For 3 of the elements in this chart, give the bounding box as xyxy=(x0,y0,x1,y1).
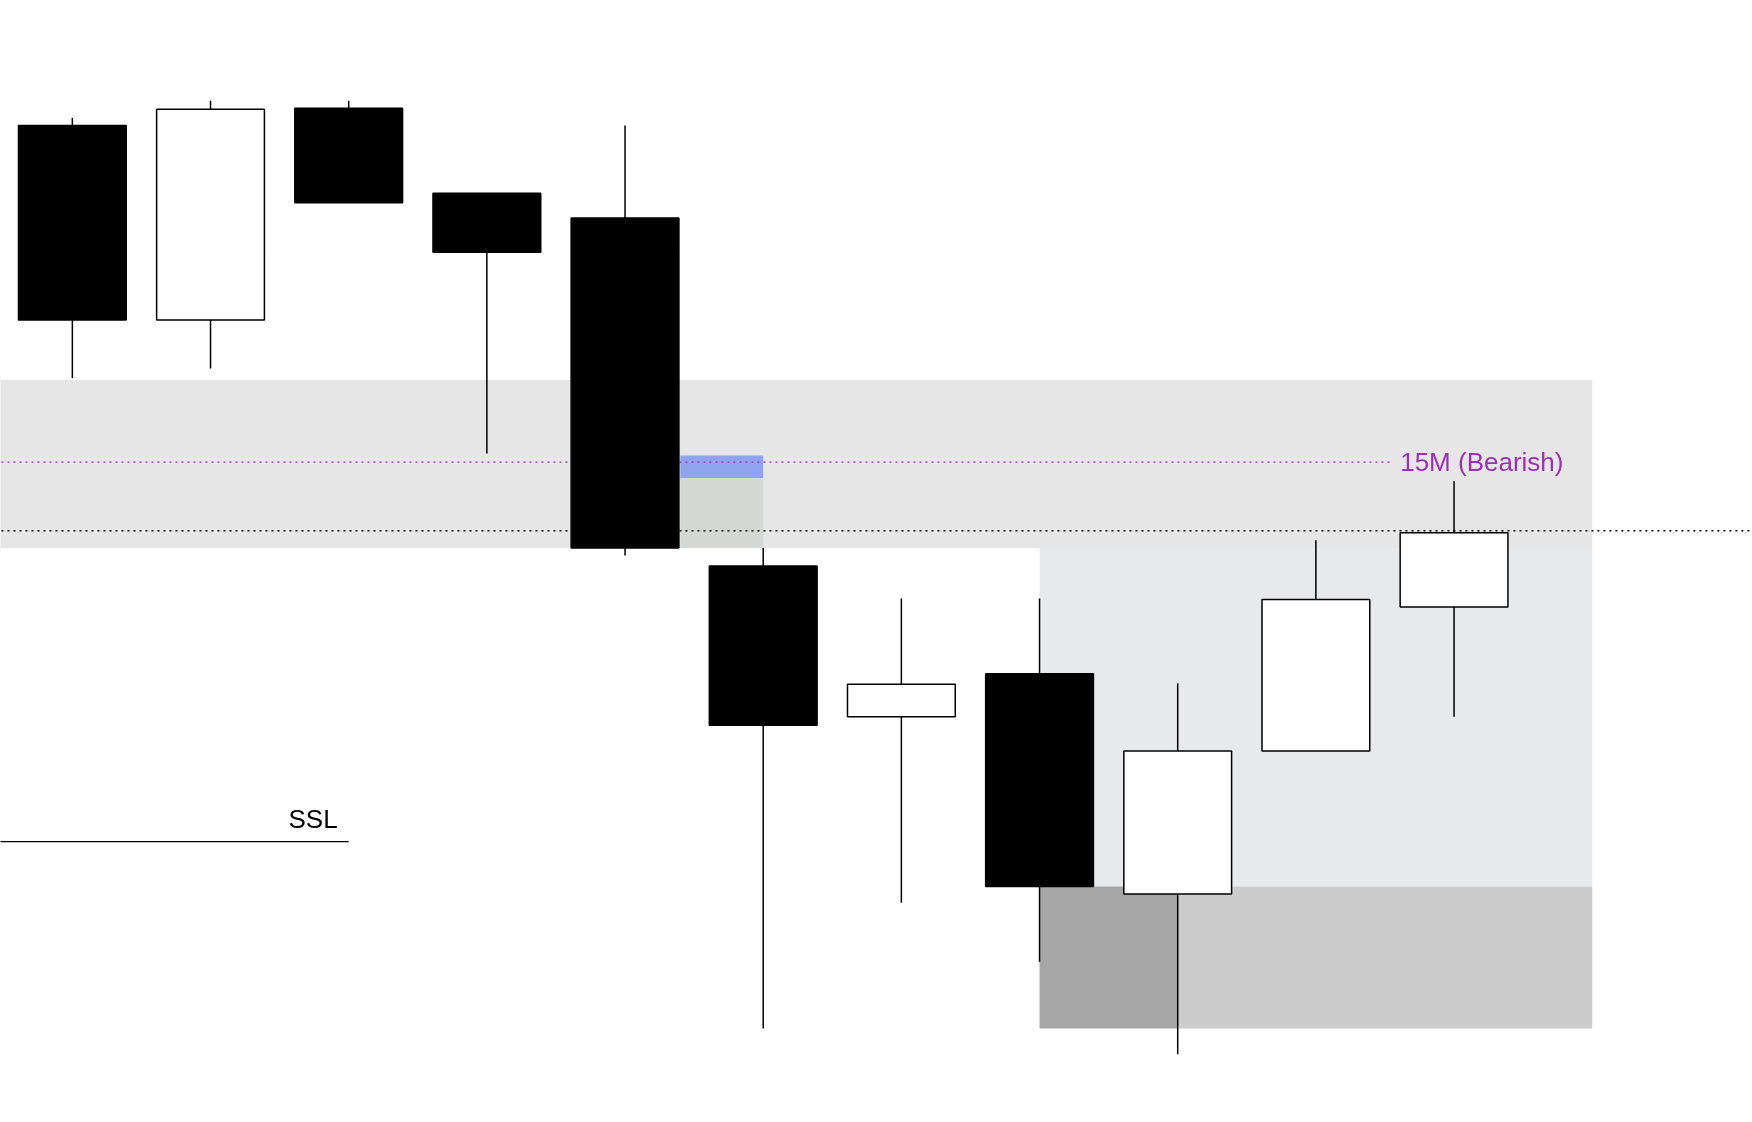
candlestick xyxy=(846,597,957,904)
ref-line-label: SSL xyxy=(288,804,338,835)
ref-line-label: 15M (Bearish) xyxy=(1400,447,1564,478)
